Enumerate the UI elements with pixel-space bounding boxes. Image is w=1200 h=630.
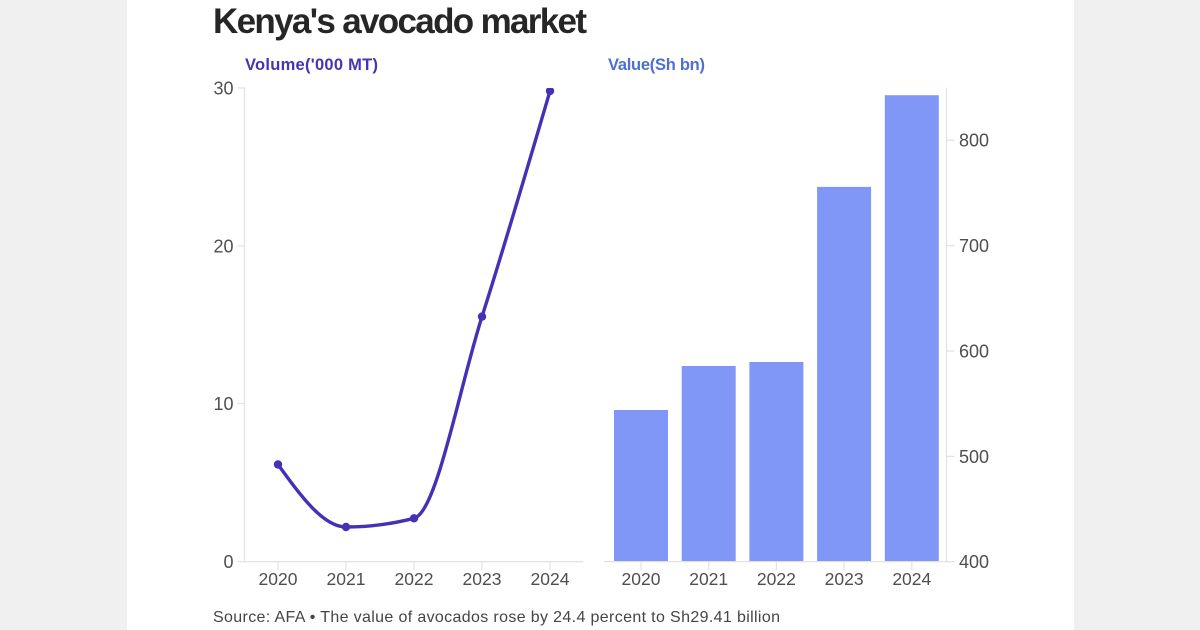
svg-text:2021: 2021 bbox=[689, 569, 728, 589]
svg-text:20: 20 bbox=[213, 236, 233, 256]
svg-text:0: 0 bbox=[223, 552, 233, 572]
svg-text:2023: 2023 bbox=[825, 569, 864, 589]
svg-text:10: 10 bbox=[213, 394, 233, 414]
svg-text:Volume('000 MT): Volume('000 MT) bbox=[245, 56, 378, 74]
svg-text:2022: 2022 bbox=[757, 569, 796, 589]
svg-text:Kenya's avocado market: Kenya's avocado market bbox=[213, 2, 587, 41]
svg-text:Value(Sh bn): Value(Sh bn) bbox=[608, 56, 705, 74]
svg-text:2024: 2024 bbox=[892, 569, 931, 589]
svg-text:700: 700 bbox=[959, 236, 989, 256]
svg-text:500: 500 bbox=[959, 447, 989, 467]
svg-text:30: 30 bbox=[213, 79, 233, 99]
svg-text:2022: 2022 bbox=[395, 569, 434, 589]
svg-text:800: 800 bbox=[959, 131, 989, 151]
svg-text:600: 600 bbox=[959, 342, 989, 362]
svg-text:Source: AFA • The value of avo: Source: AFA • The value of avocados rose… bbox=[213, 609, 780, 626]
svg-text:400: 400 bbox=[959, 552, 989, 572]
svg-text:2023: 2023 bbox=[463, 569, 502, 589]
svg-text:2024: 2024 bbox=[531, 569, 570, 589]
svg-text:2021: 2021 bbox=[327, 569, 366, 589]
svg-text:2020: 2020 bbox=[259, 569, 298, 589]
svg-text:2020: 2020 bbox=[622, 569, 661, 589]
